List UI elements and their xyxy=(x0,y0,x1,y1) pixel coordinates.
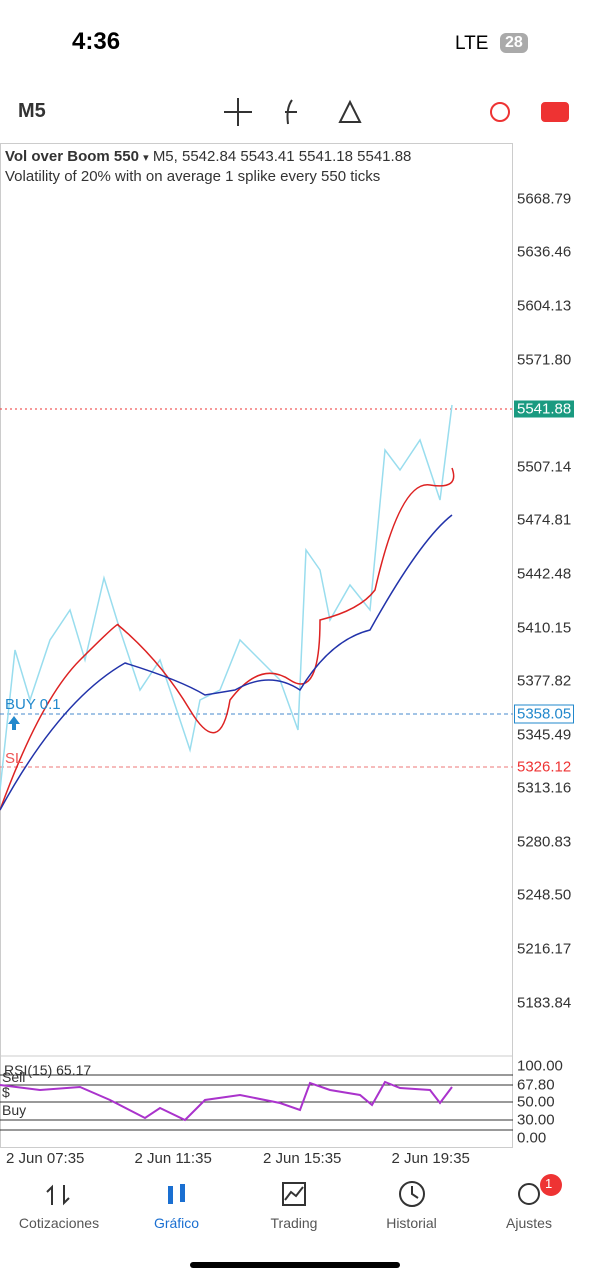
price-label: 5358.05 xyxy=(514,704,575,724)
buy-label: BUY 0.1 xyxy=(5,696,61,713)
ohlc: M5, 5542.84 5543.41 5541.18 5541.88 xyxy=(152,148,412,165)
price-label: 5474.81 xyxy=(517,511,572,529)
price-label: 5636.46 xyxy=(517,243,572,261)
description: Volatility of 20% with on average 1 spli… xyxy=(5,168,381,185)
price-label: 5541.88 xyxy=(514,400,575,418)
dropdown[interactable]: ▾ xyxy=(143,152,149,164)
sl-label: SL xyxy=(5,750,24,767)
price-label: 5216.17 xyxy=(517,940,572,958)
rsi-level: 30.00 xyxy=(517,1111,555,1129)
chart-header: Vol over Boom 550 ▾ M5, 5542.84 5543.41 … xyxy=(5,148,411,165)
symbol[interactable]: Vol over Boom 550 xyxy=(5,148,139,165)
sell-label: Sell xyxy=(2,1069,26,1085)
price-label: 5345.49 xyxy=(517,726,572,744)
battery: 28 xyxy=(500,33,528,53)
nav-item[interactable]: Historial xyxy=(386,1215,437,1231)
dollar-label: $ xyxy=(2,1084,10,1100)
rsi-level: 0.00 xyxy=(517,1129,547,1147)
timeframe[interactable]: M5 xyxy=(18,100,46,122)
nav-item[interactable]: Gráfico xyxy=(153,1215,200,1231)
badge: 1 xyxy=(545,1176,553,1191)
time-label: 2 Jun 15:35 xyxy=(263,1150,342,1167)
buy-rsi-label: Buy xyxy=(2,1102,27,1118)
time-label: 2 Jun 19:35 xyxy=(391,1150,470,1167)
price-label: 5668.79 xyxy=(517,190,572,208)
clock: 4:36 xyxy=(72,28,121,55)
nav-item[interactable]: Cotizaciones xyxy=(18,1215,100,1231)
rsi-level: 50.00 xyxy=(517,1093,555,1111)
nav-item[interactable]: Trading xyxy=(270,1215,318,1231)
price-label: 5377.82 xyxy=(517,672,572,690)
rsi-level: 100.00 xyxy=(517,1057,563,1075)
price-label: 5313.16 xyxy=(517,779,572,797)
price-label: 5442.48 xyxy=(517,565,572,583)
price-label: 5604.13 xyxy=(517,297,572,315)
time-label: 2 Jun 11:35 xyxy=(134,1150,212,1167)
price-label: 5248.50 xyxy=(517,886,572,904)
price-label: 5571.80 xyxy=(517,351,572,369)
price-label: 5410.15 xyxy=(517,619,572,637)
rsi-title: RSI(15) 65.17 xyxy=(4,1062,92,1078)
network: LTE xyxy=(455,33,489,54)
time-label: 2 Jun 07:35 xyxy=(6,1150,85,1167)
price-label: 5280.83 xyxy=(517,833,572,851)
rsi-level: 67.80 xyxy=(517,1076,555,1094)
price-label: 5507.14 xyxy=(517,458,572,476)
price-label: 5183.84 xyxy=(517,994,572,1012)
price-label: 5326.12 xyxy=(517,758,572,776)
nav-item[interactable]: Ajustes xyxy=(506,1215,552,1231)
